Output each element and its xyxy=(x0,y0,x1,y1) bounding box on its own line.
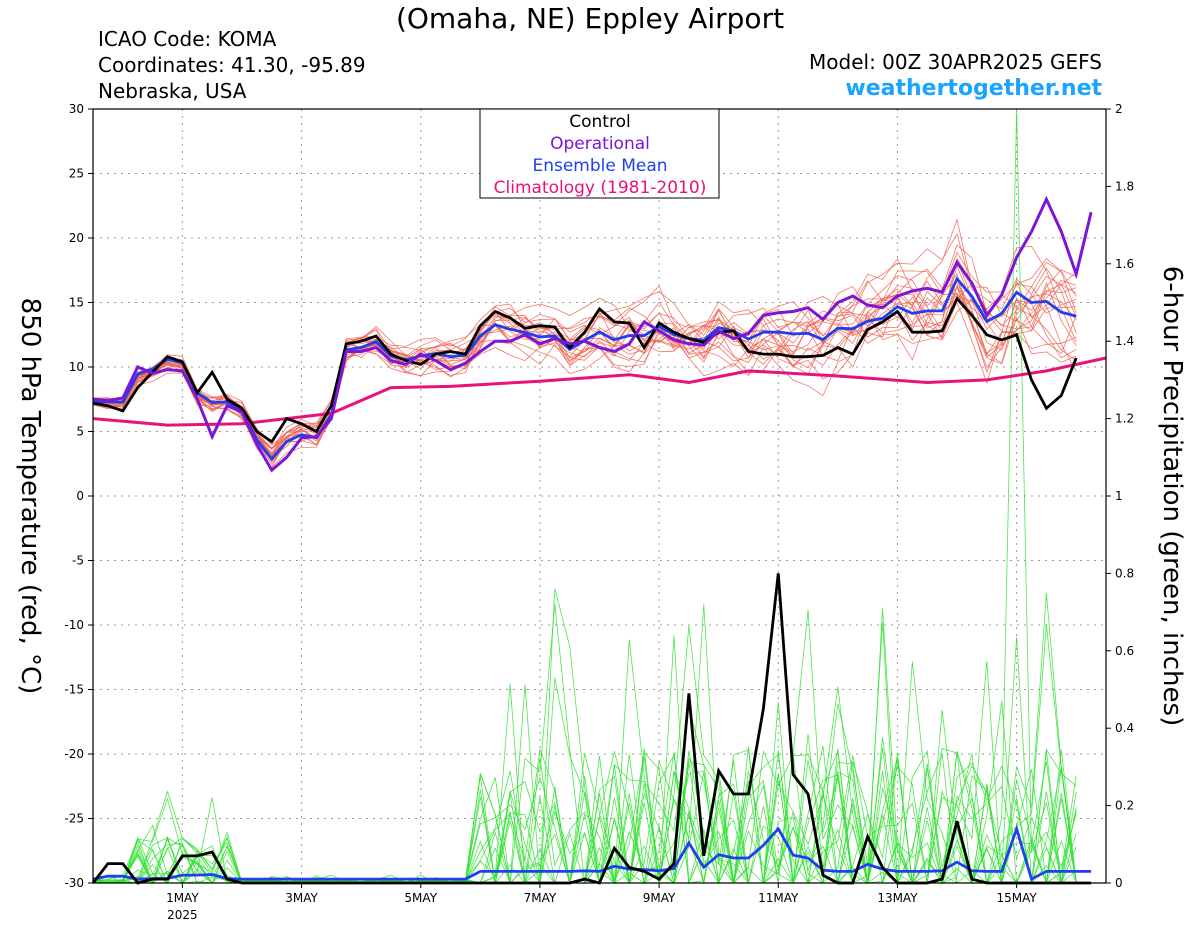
precip-member-line xyxy=(92,604,1077,884)
right-tick-label: 1 xyxy=(1115,489,1123,503)
x-tick-sublabel: 2025 xyxy=(167,908,198,922)
precip-member-line xyxy=(92,592,1077,885)
right-tick-label: 2 xyxy=(1115,102,1123,116)
left-tick-label: -25 xyxy=(64,812,84,826)
climatology-line xyxy=(92,356,1107,427)
temp-member-line xyxy=(92,268,1077,456)
coordinates: Coordinates: 41.30, -95.89 xyxy=(98,53,366,77)
precip-member-line xyxy=(92,588,1077,884)
right-tick-label: 0.4 xyxy=(1115,721,1134,735)
control-temp-line xyxy=(92,296,1078,444)
x-tick-label: 15MAY xyxy=(997,891,1038,905)
right-tick-label: 1.6 xyxy=(1115,257,1134,271)
temp-member-line xyxy=(92,284,1077,466)
right-tick-label: 0.2 xyxy=(1115,799,1134,813)
temp-member-line xyxy=(92,283,1077,469)
left-tick-label: 0 xyxy=(76,489,84,503)
legend-entry: Climatology (1981-2010) xyxy=(494,178,707,198)
left-tick-label: -15 xyxy=(64,683,84,697)
right-tick-label: 0.6 xyxy=(1115,644,1134,658)
icao-code: ICAO Code: KOMA xyxy=(98,27,277,51)
chart-title: (Omaha, NE) Eppley Airport xyxy=(395,2,785,35)
temp-member-line xyxy=(92,233,1077,455)
precip-member-line xyxy=(92,677,1077,885)
precip-member-line xyxy=(92,607,1077,885)
left-tick-label: 25 xyxy=(69,167,84,181)
left-tick-label: -20 xyxy=(64,747,84,761)
left-tick-label: -10 xyxy=(64,618,84,632)
x-tick-label: 11MAY xyxy=(758,891,799,905)
left-tick-label: -5 xyxy=(72,554,84,568)
x-tick-label: 9MAY xyxy=(643,891,676,905)
operational-temp-line xyxy=(92,195,1093,473)
model-run: Model: 00Z 30APR2025 GEFS xyxy=(809,50,1102,74)
left-tick-label: 15 xyxy=(69,296,84,310)
x-tick-label: 3MAY xyxy=(285,891,318,905)
precip-member-line xyxy=(92,701,1077,885)
right-tick-label: 0.8 xyxy=(1115,566,1134,580)
x-tick-label: 7MAY xyxy=(524,891,557,905)
x-tick-label: 1MAY xyxy=(166,891,199,905)
right-tick-label: 1.2 xyxy=(1115,412,1134,426)
left-tick-label: 5 xyxy=(76,425,84,439)
site-link[interactable]: weathertogether.net xyxy=(845,76,1102,101)
precip-member-line xyxy=(92,603,1077,885)
precip-member-line xyxy=(92,622,1077,884)
legend-entry: Control xyxy=(569,112,630,132)
legend-box xyxy=(479,108,720,199)
region: Nebraska, USA xyxy=(98,79,247,103)
left-tick-label: 10 xyxy=(69,360,84,374)
precip-member-line xyxy=(92,610,1077,885)
x-tick-label: 5MAY xyxy=(404,891,437,905)
left-tick-label: 20 xyxy=(69,231,84,245)
right-tick-label: 1.8 xyxy=(1115,179,1134,193)
ensemble-mean-precip-line xyxy=(92,824,1092,882)
left-tick-label: -30 xyxy=(64,876,84,890)
right-tick-label: 1.4 xyxy=(1115,334,1134,348)
left-tick-label: 30 xyxy=(69,102,84,116)
temp-member-line xyxy=(92,283,1077,446)
legend-entry: Ensemble Mean xyxy=(532,156,667,176)
x-tick-label: 13MAY xyxy=(877,891,918,905)
temp-member-line xyxy=(92,244,1077,462)
right-tick-label: 0 xyxy=(1115,876,1123,890)
legend-entry: Operational xyxy=(550,134,650,154)
